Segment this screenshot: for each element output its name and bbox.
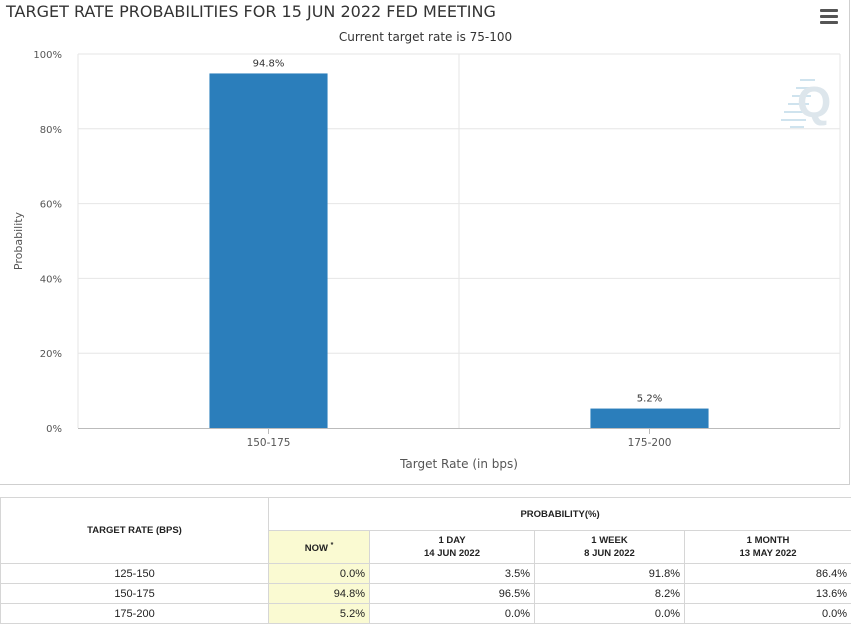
- y-tick-label: 60%: [40, 200, 62, 211]
- bar: [590, 408, 709, 428]
- value-cell: 91.8%: [534, 563, 685, 584]
- y-tick-label: 100%: [33, 50, 62, 61]
- column-header-1day: 1 DAY 14 JUN 2022: [369, 530, 535, 564]
- rate-cell: 175-200: [0, 603, 269, 624]
- x-axis-title: Target Rate (in bps): [399, 457, 518, 471]
- bar: [209, 73, 328, 428]
- y-tick-label: 40%: [40, 274, 62, 285]
- bar-chart: Q 0% 20% 40% 60% 80% 100% 94.8% 150-175 5.2% 175-2…: [12, 50, 841, 471]
- hamburger-menu-icon[interactable]: [820, 9, 838, 25]
- y-tick-label: 20%: [40, 349, 62, 360]
- y-tick-label: 0%: [46, 424, 62, 435]
- column-header-1week: 1 WEEK 8 JUN 2022: [534, 530, 685, 564]
- value-cell: 0.0%: [683, 603, 851, 624]
- value-cell: 86.4%: [683, 563, 851, 584]
- rate-cell: 150-175: [0, 583, 269, 604]
- value-cell: 0.0%: [369, 603, 535, 624]
- data-label: 94.8%: [253, 58, 285, 69]
- column-date: 14 JUN 2022: [424, 548, 480, 559]
- value-cell: 3.5%: [369, 563, 535, 584]
- x-tick-label: 150-175: [247, 437, 291, 449]
- chart-title: TARGET RATE PROBABILITIES FOR 15 JUN 202…: [6, 2, 496, 21]
- column-label: 1 MONTH: [746, 535, 790, 546]
- table-row: 175-200 5.2% 0.0% 0.0% 0.0%: [0, 603, 851, 624]
- rate-column-header: TARGET RATE (BPS): [0, 497, 269, 564]
- column-header-now: NOW *: [268, 530, 370, 564]
- value-cell: 0.0%: [268, 563, 370, 584]
- rate-cell: 125-150: [0, 563, 269, 584]
- column-header-1month: 1 MONTH 13 MAY 2022: [683, 530, 851, 564]
- column-date: 8 JUN 2022: [584, 548, 635, 559]
- column-label: 1 WEEK: [591, 535, 628, 546]
- y-tick-label: 80%: [40, 125, 62, 136]
- y-axis-title: Probability: [12, 211, 25, 270]
- value-cell: 5.2%: [268, 603, 370, 624]
- x-tick-label: 175-200: [628, 437, 672, 449]
- watermark-logo: Q: [781, 78, 831, 128]
- watermark-letter: Q: [797, 78, 831, 127]
- column-date: 13 MAY 2022: [739, 548, 797, 559]
- value-cell: 94.8%: [268, 583, 370, 604]
- table-row: 150-175 94.8% 96.5% 8.2% 13.6%: [0, 583, 851, 604]
- table-row: 125-150 0.0% 3.5% 91.8% 86.4%: [0, 563, 851, 584]
- probability-header: PROBABILITY(%): [267, 497, 851, 531]
- value-cell: 13.6%: [683, 583, 851, 604]
- column-label: 1 DAY: [438, 535, 466, 546]
- chart-subtitle: Current target rate is 75-100: [338, 30, 513, 44]
- value-cell: 8.2%: [534, 583, 685, 604]
- column-label: NOW: [304, 543, 328, 555]
- chart-panel: TARGET RATE PROBABILITIES FOR 15 JUN 202…: [0, 0, 850, 485]
- value-cell: 0.0%: [534, 603, 685, 624]
- column-marker: *: [330, 541, 334, 549]
- probability-table: TARGET RATE (BPS) PROBABILITY(%) NOW * 1…: [0, 497, 851, 624]
- value-cell: 96.5%: [369, 583, 535, 604]
- data-label: 5.2%: [637, 394, 662, 405]
